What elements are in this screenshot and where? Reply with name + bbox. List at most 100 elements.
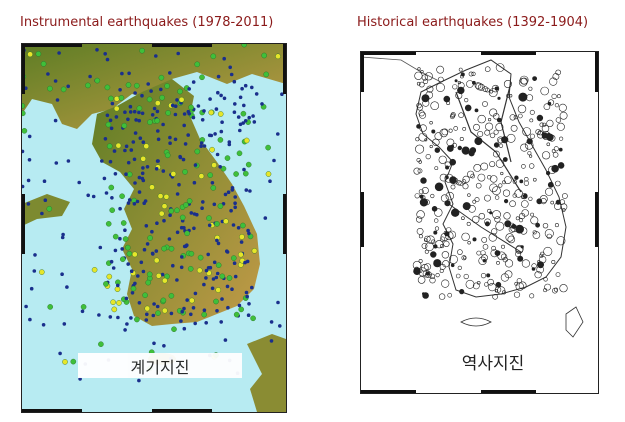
historical-quake-circle <box>552 73 560 80</box>
historical-quake-circle <box>446 138 455 147</box>
quake-dot <box>103 52 107 56</box>
quake-dot <box>24 304 28 309</box>
quake-dot <box>108 95 114 102</box>
historical-quake-circle <box>478 256 487 266</box>
historical-quake-circle <box>489 108 498 117</box>
quake-dot <box>132 251 138 258</box>
quake-dot <box>136 274 140 278</box>
historical-quake-circle <box>509 114 516 121</box>
historical-quake-circle <box>438 293 446 300</box>
historical-quake-circle <box>450 184 456 190</box>
historical-quake-circle <box>448 230 457 239</box>
historical-quake-circle <box>558 147 563 152</box>
quake-dot <box>208 97 212 101</box>
quake-dot <box>154 100 161 106</box>
quake-dot <box>22 103 26 109</box>
quake-dot <box>243 137 250 144</box>
quake-dot <box>167 237 172 241</box>
historical-quake-circle <box>414 71 423 80</box>
quake-dot <box>154 117 160 124</box>
historical-quake-circle <box>513 115 518 120</box>
quake-dot <box>171 263 175 268</box>
historical-quake-circle <box>544 283 551 291</box>
historical-quake-circle <box>484 66 491 73</box>
quake-dot <box>178 96 185 103</box>
historical-quake-circle <box>503 79 512 88</box>
quake-dot <box>106 143 113 149</box>
quake-dot <box>233 311 240 318</box>
historical-quake-circle <box>462 175 470 183</box>
historical-quake-circle <box>532 230 537 235</box>
historical-quake-circle <box>440 233 449 242</box>
historical-quake-circle <box>484 221 490 227</box>
quake-dot <box>126 171 133 178</box>
historical-quake-circle <box>417 276 426 284</box>
historical-quake-circle <box>505 233 514 242</box>
historical-quake-circle <box>506 93 511 98</box>
quake-dot <box>161 307 168 314</box>
historical-quake-circle <box>528 86 533 91</box>
historical-quake-circle <box>446 100 451 105</box>
historical-quake-circle <box>416 157 421 163</box>
fault-line-1 <box>455 91 522 193</box>
quake-dot <box>130 285 137 292</box>
quake-dot <box>46 205 53 212</box>
quake-dot <box>161 122 165 127</box>
historical-quake-circle <box>501 244 506 249</box>
quake-dot <box>140 176 145 181</box>
historical-quake-circle <box>421 187 429 195</box>
historical-quake-circle <box>543 246 553 256</box>
quake-dot <box>123 110 127 114</box>
quake-dot <box>66 159 71 163</box>
quake-dot <box>193 291 198 296</box>
historical-quake-circle <box>512 179 517 184</box>
quake-dot <box>146 271 153 278</box>
quake-dot <box>226 275 233 281</box>
quake-dot <box>206 215 212 221</box>
historical-quake-circle <box>419 124 427 132</box>
historical-quake-circle <box>526 94 534 102</box>
quake-dot <box>243 119 248 123</box>
historical-quake-circle <box>529 133 535 139</box>
quake-dot <box>209 146 215 153</box>
historical-quake-circle <box>416 102 422 109</box>
quake-dot <box>175 278 179 282</box>
historical-quake-circle <box>518 113 523 119</box>
quake-dot <box>185 298 189 302</box>
historical-quake-circle <box>420 195 426 200</box>
historical-quake-circle <box>418 189 424 195</box>
historical-quake-circle <box>461 146 470 155</box>
quake-dot <box>275 53 281 60</box>
quake-dot <box>186 198 193 204</box>
historical-quake-circle <box>442 260 450 268</box>
historical-quake-circle <box>552 152 559 158</box>
quake-dot <box>176 51 180 56</box>
historical-quake-circle <box>540 251 545 256</box>
quake-dot <box>139 260 144 265</box>
historical-quake-circle <box>495 123 504 132</box>
quake-dot <box>204 268 209 273</box>
historical-quake-circle <box>416 210 425 219</box>
quake-dot <box>202 308 207 313</box>
historical-quake-circle <box>420 264 429 272</box>
quake-dot <box>110 101 115 106</box>
quake-dot <box>216 74 221 79</box>
quake-dot <box>178 154 182 159</box>
historical-quake-circle <box>418 267 428 277</box>
quake-dot <box>97 313 101 317</box>
quake-dot <box>214 275 219 280</box>
historical-quake-circle <box>495 281 502 288</box>
quake-dot <box>196 267 203 274</box>
quake-dot <box>199 74 205 81</box>
historical-quake-circle <box>489 183 498 193</box>
quake-dot <box>193 163 198 167</box>
quake-dot <box>201 311 207 318</box>
quake-dot <box>70 358 77 365</box>
quake-dot <box>179 214 186 221</box>
historical-quake-circle <box>537 260 541 264</box>
historical-quake-circle <box>462 256 467 260</box>
quake-dot <box>192 212 197 216</box>
historical-quake-circle <box>481 254 488 262</box>
historical-quake-circle <box>450 263 455 268</box>
historical-quake-circle <box>486 174 492 180</box>
